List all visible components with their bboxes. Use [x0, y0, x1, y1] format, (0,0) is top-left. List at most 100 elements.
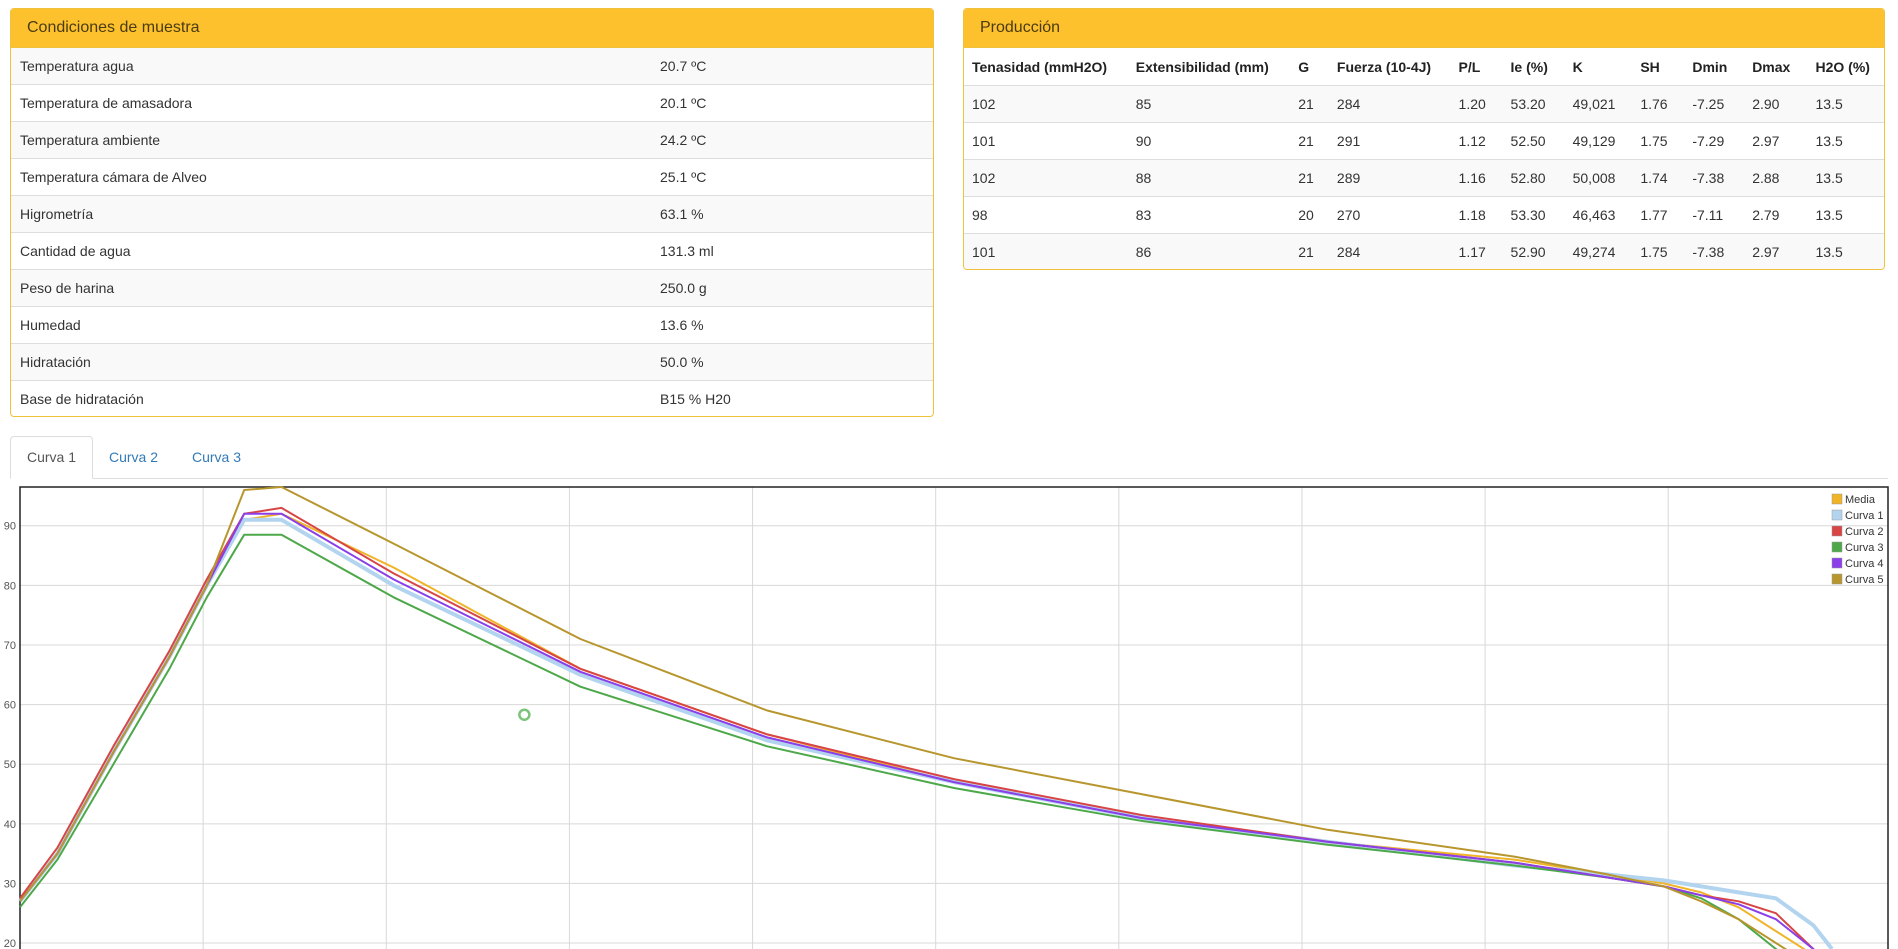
production-cell: 90 [1127, 122, 1291, 160]
production-cell: 49,274 [1564, 233, 1633, 269]
production-cell: 1.75 [1632, 233, 1685, 269]
production-header: SH [1640, 58, 1660, 75]
production-cell: 13.5 [1807, 85, 1884, 123]
curve-marker [518, 708, 531, 721]
alveograph-chart: 20 30 40 50 60 70 80 90 Media Curva 1 Curva 2 Curva… [0, 484, 1898, 949]
condition-label: Humedad [11, 306, 660, 344]
condition-value: 50.0 % [660, 343, 933, 381]
y-tick-label: 90 [4, 521, 16, 533]
legend-swatch [1831, 557, 1843, 569]
production-cell: 85 [1127, 85, 1291, 123]
production-cell: 46,463 [1564, 196, 1633, 234]
condition-value: B15 % H20 [660, 380, 933, 416]
production-cell: 13.5 [1807, 233, 1884, 269]
legend-swatch [1831, 493, 1843, 505]
condition-label: Hidratación [11, 343, 660, 381]
condition-row: Cantidad de agua 131.3 ml [11, 232, 933, 270]
tab-curva-3[interactable]: Curva 3 [192, 449, 242, 465]
series-line-curva-1 [18, 517, 1834, 949]
legend-swatch [1831, 573, 1843, 585]
condition-value: 13.6 % [660, 306, 933, 344]
production-cell: 101 [964, 233, 1128, 269]
production-table: Tenasidad (mmH2O) Extensibilidad (mm) G Fue… [964, 48, 1884, 269]
legend-swatch [1831, 509, 1843, 521]
production-header: K [1572, 58, 1583, 75]
production-cell: 101 [964, 122, 1128, 160]
sample-conditions-title: Condiciones de muestra [11, 9, 933, 48]
legend-label: Curva 1 [1845, 510, 1884, 522]
y-tick-label: 40 [4, 819, 16, 831]
condition-label: Temperatura ambiente [11, 121, 660, 159]
series-line-curva-5 [19, 486, 1788, 949]
production-cell: -7.25 [1684, 85, 1745, 123]
production-header: Fuerza (10-4J) [1336, 58, 1432, 75]
legend-label: Curva 4 [1845, 558, 1884, 570]
condition-value: 20.7 ºC [660, 48, 933, 85]
production-cell: 53.30 [1502, 196, 1565, 234]
production-row: 102 88 21 289 1.16 52.80 50,008 1.74 -7.38 2.88 13… [964, 159, 1884, 197]
condition-value: 63.1 % [660, 195, 933, 233]
condition-label: Temperatura de amasadora [11, 84, 660, 122]
production-cell: 21 [1290, 159, 1329, 197]
y-tick-label: 30 [4, 878, 16, 890]
production-cell: 284 [1328, 233, 1451, 269]
legend-swatch [1831, 525, 1843, 537]
production-header: H2O (%) [1815, 58, 1870, 75]
legend-swatch [1831, 541, 1843, 553]
production-cell: -7.29 [1684, 122, 1745, 160]
production-cell: 13.5 [1807, 196, 1884, 234]
condition-value: 131.3 ml [660, 232, 933, 270]
production-cell: 86 [1127, 233, 1291, 269]
condition-label: Peso de harina [11, 269, 660, 307]
production-cell: 98 [964, 196, 1128, 234]
production-cell: 1.77 [1632, 196, 1685, 234]
production-cell: 53.20 [1502, 85, 1565, 123]
production-row: 101 86 21 284 1.17 52.90 49,274 1.75 -7.38 2.97 13… [964, 233, 1884, 269]
y-tick-label: 60 [4, 700, 16, 712]
condition-label: Base de hidratación [11, 380, 660, 416]
condition-value: 24.2 ºC [660, 121, 933, 159]
production-cell: 1.12 [1450, 122, 1503, 160]
production-cell: 88 [1127, 159, 1291, 197]
production-row: 101 90 21 291 1.12 52.50 49,129 1.75 -7.29 2.97 13… [964, 122, 1884, 160]
tab-curva-1[interactable]: Curva 1 [10, 436, 94, 479]
condition-label: Cantidad de agua [11, 232, 660, 270]
production-panel: Producción Tenasidad (mmH2O) Extensibilid… [963, 8, 1885, 270]
production-cell: 21 [1290, 233, 1329, 269]
condition-row: Temperatura cámara de Alveo 25.1 ºC [11, 158, 933, 196]
production-cell: 102 [964, 85, 1128, 123]
y-tick-label: 70 [4, 640, 16, 652]
production-cell: 20 [1290, 196, 1329, 234]
production-cell: 52.90 [1502, 233, 1565, 269]
production-cell: 1.20 [1450, 85, 1503, 123]
production-header: Dmax [1752, 58, 1791, 75]
production-row: 102 85 21 284 1.20 53.20 49,021 1.76 -7.25 2.90 13… [964, 85, 1884, 123]
series-line-curva-2 [19, 506, 1815, 949]
production-header: Tenasidad (mmH2O) [972, 58, 1108, 75]
condition-row: Humedad 13.6 % [11, 306, 933, 344]
condition-row: Temperatura de amasadora 20.1 ºC [11, 84, 933, 122]
production-cell: 270 [1328, 196, 1451, 234]
curve-tabs: Curva 1 Curva 2 Curva 3 [10, 436, 1888, 479]
production-header: Dmin [1692, 58, 1728, 75]
production-cell: 1.17 [1450, 233, 1503, 269]
condition-label: Temperatura cámara de Alveo [11, 158, 660, 196]
production-header: G [1298, 58, 1310, 75]
production-cell: 52.80 [1502, 159, 1565, 197]
tab-curva-2[interactable]: Curva 2 [109, 449, 159, 465]
condition-label: Higrometría [11, 195, 660, 233]
production-cell: 1.16 [1450, 159, 1503, 197]
production-cell: 49,021 [1564, 85, 1633, 123]
y-tick-label: 80 [4, 580, 16, 592]
sample-conditions-table: Temperatura agua 20.7 ºC Temperatura de am… [11, 48, 933, 416]
production-header: Ie (%) [1510, 58, 1548, 75]
condition-label: Temperatura agua [11, 48, 660, 85]
condition-value: 25.1 ºC [660, 158, 933, 196]
production-cell: 2.97 [1744, 233, 1808, 269]
chart-svg: 20 30 40 50 60 70 80 90 Media Curva 1 Curva 2 Curva… [4, 486, 1889, 949]
production-cell: 291 [1328, 122, 1451, 160]
production-cell: -7.11 [1684, 196, 1745, 234]
production-cell: 2.79 [1744, 196, 1808, 234]
production-cell: 2.90 [1744, 85, 1808, 123]
plot-frame [19, 486, 1889, 949]
